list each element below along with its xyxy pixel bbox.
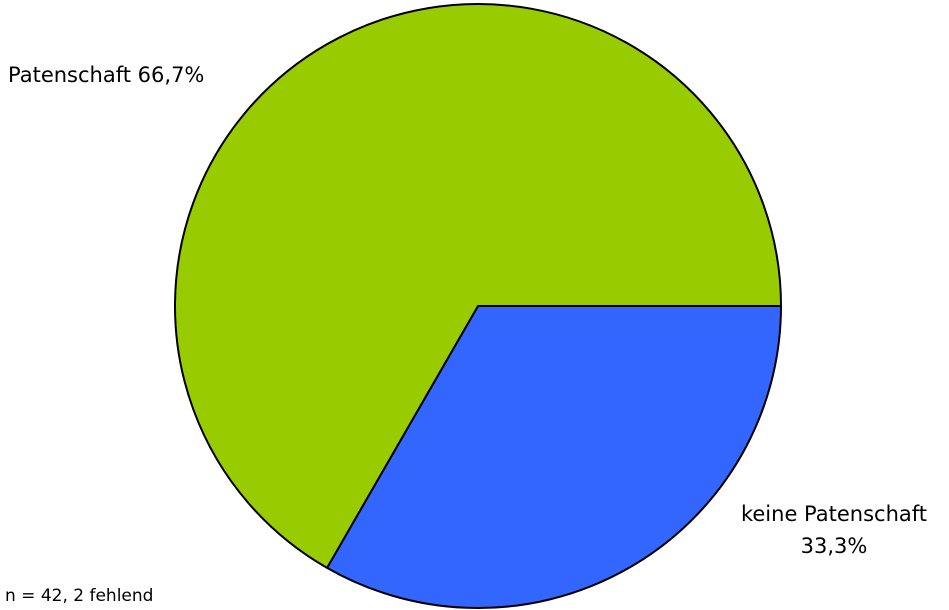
slice-label-patenschaft: Patenschaft 66,7%: [8, 59, 204, 91]
slice-label-patenschaft-name: Patenschaft: [8, 63, 131, 87]
sample-size-footnote: n = 42, 2 fehlend: [5, 586, 154, 606]
slice-label-keine-patenschaft: keine Patenschaft 33,3%: [721, 498, 947, 562]
slice-label-patenschaft-value: 66,7%: [137, 63, 205, 87]
slice-label-keine-patenschaft-value: 33,3%: [800, 534, 868, 558]
pie-slice-keine-patenschaft: [326, 305, 782, 610]
pie-slice-patenschaft: [174, 3, 782, 569]
slice-label-keine-patenschaft-name: keine Patenschaft: [740, 502, 928, 526]
pie-slices: [174, 3, 782, 610]
